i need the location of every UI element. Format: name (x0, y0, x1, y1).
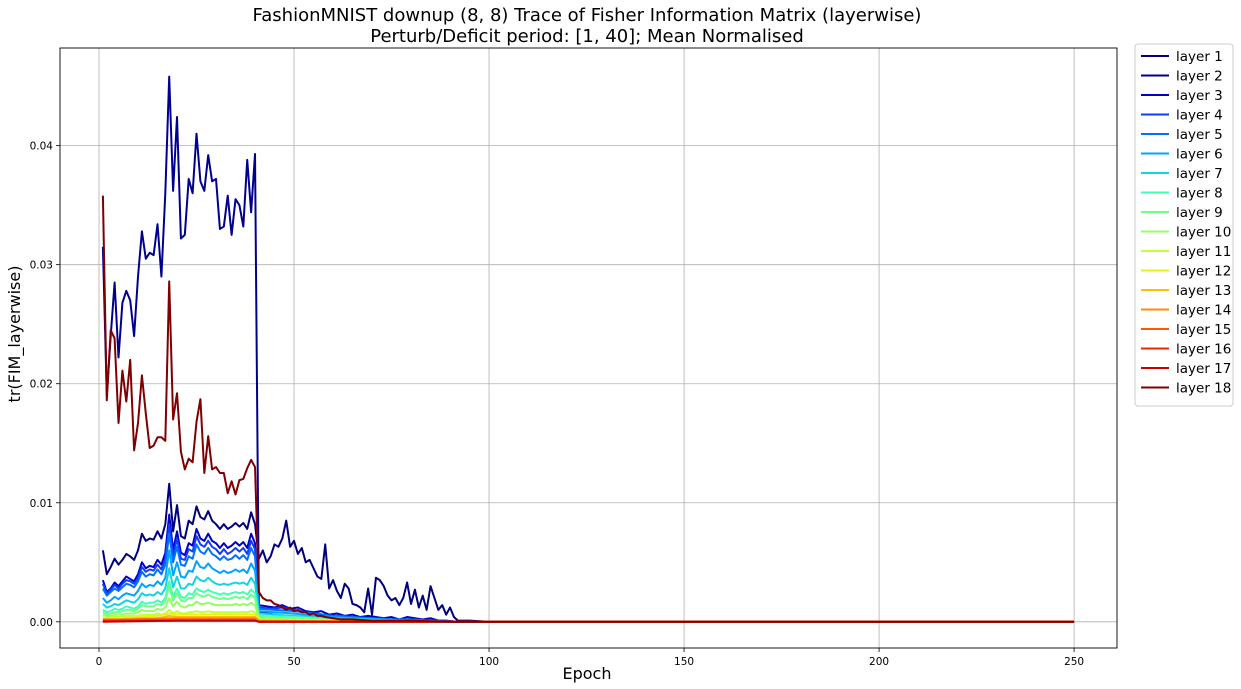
series-line-layer-6 (102, 549, 1075, 623)
chart-title-group: FashionMNIST downup (8, 8) Trace of Fish… (253, 5, 922, 47)
series-line-layer-11 (102, 608, 1075, 623)
x-tick-label: 50 (287, 656, 300, 668)
series-lines (101, 75, 1075, 623)
legend-label-layer-18: layer 18 (1176, 381, 1231, 397)
x-tick-label: 250 (1064, 656, 1084, 668)
legend-label-layer-7: layer 7 (1176, 166, 1223, 182)
legend-label-layer-3: layer 3 (1176, 88, 1223, 104)
x-tick-label: 150 (674, 656, 694, 668)
legend-label-layer-1: layer 1 (1176, 49, 1223, 65)
series-line-layer-2 (101, 75, 1075, 623)
y-axis-label: tr(FIM_layerwise) (5, 266, 25, 403)
x-axis-label: Epoch (563, 664, 612, 683)
legend-label-layer-4: layer 4 (1176, 108, 1223, 124)
legend-label-layer-8: layer 8 (1176, 186, 1223, 202)
legend-label-layer-6: layer 6 (1176, 147, 1223, 163)
x-tick-label: 0 (96, 656, 103, 668)
series-line-layer-18 (101, 195, 1075, 623)
series-line-layer-7 (102, 567, 1075, 623)
series-line-layer-9 (102, 585, 1075, 623)
x-tick-label: 100 (479, 656, 499, 668)
series-line-layer-10 (102, 597, 1075, 623)
series-line-layer-3 (101, 513, 1075, 623)
series-line-layer-1 (101, 482, 1075, 623)
chart-title: FashionMNIST downup (8, 8) Trace of Fish… (253, 5, 922, 26)
legend-label-layer-9: layer 9 (1176, 205, 1223, 221)
chart-subtitle: Perturb/Deficit period: [1, 40]; Mean No… (370, 26, 804, 47)
legend-label-layer-14: layer 14 (1176, 303, 1231, 319)
legend: layer 1 layer 2 layer 3 layer 4 layer 5 layer… (1134, 43, 1234, 407)
y-tick-label: 0.03 (30, 260, 53, 272)
y-axis-ticks: 0.00 0.01 0.02 0.03 0.04 (30, 141, 60, 629)
series-line-layer-8 (102, 580, 1075, 623)
legend-label-layer-10: layer 10 (1176, 225, 1231, 241)
legend-label-layer-15: layer 15 (1176, 322, 1231, 338)
y-tick-label: 0.02 (30, 379, 53, 391)
x-axis-ticks: 0 50 100 150 200 250 (96, 648, 1084, 668)
plot-frame (59, 47, 1118, 649)
x-tick-label: 200 (869, 656, 889, 668)
legend-label-layer-16: layer 16 (1176, 342, 1231, 358)
legend-label-layer-17: layer 17 (1176, 361, 1231, 377)
legend-label-layer-13: layer 13 (1176, 283, 1231, 299)
legend-label-layer-2: layer 2 (1176, 69, 1223, 85)
y-tick-label: 0.01 (30, 498, 53, 510)
y-tick-label: 0.04 (30, 141, 54, 153)
y-tick-label: 0.00 (30, 617, 53, 629)
legend-label-layer-5: layer 5 (1176, 127, 1223, 143)
legend-label-layer-11: layer 11 (1176, 244, 1231, 260)
legend-label-layer-12: layer 12 (1176, 264, 1231, 280)
